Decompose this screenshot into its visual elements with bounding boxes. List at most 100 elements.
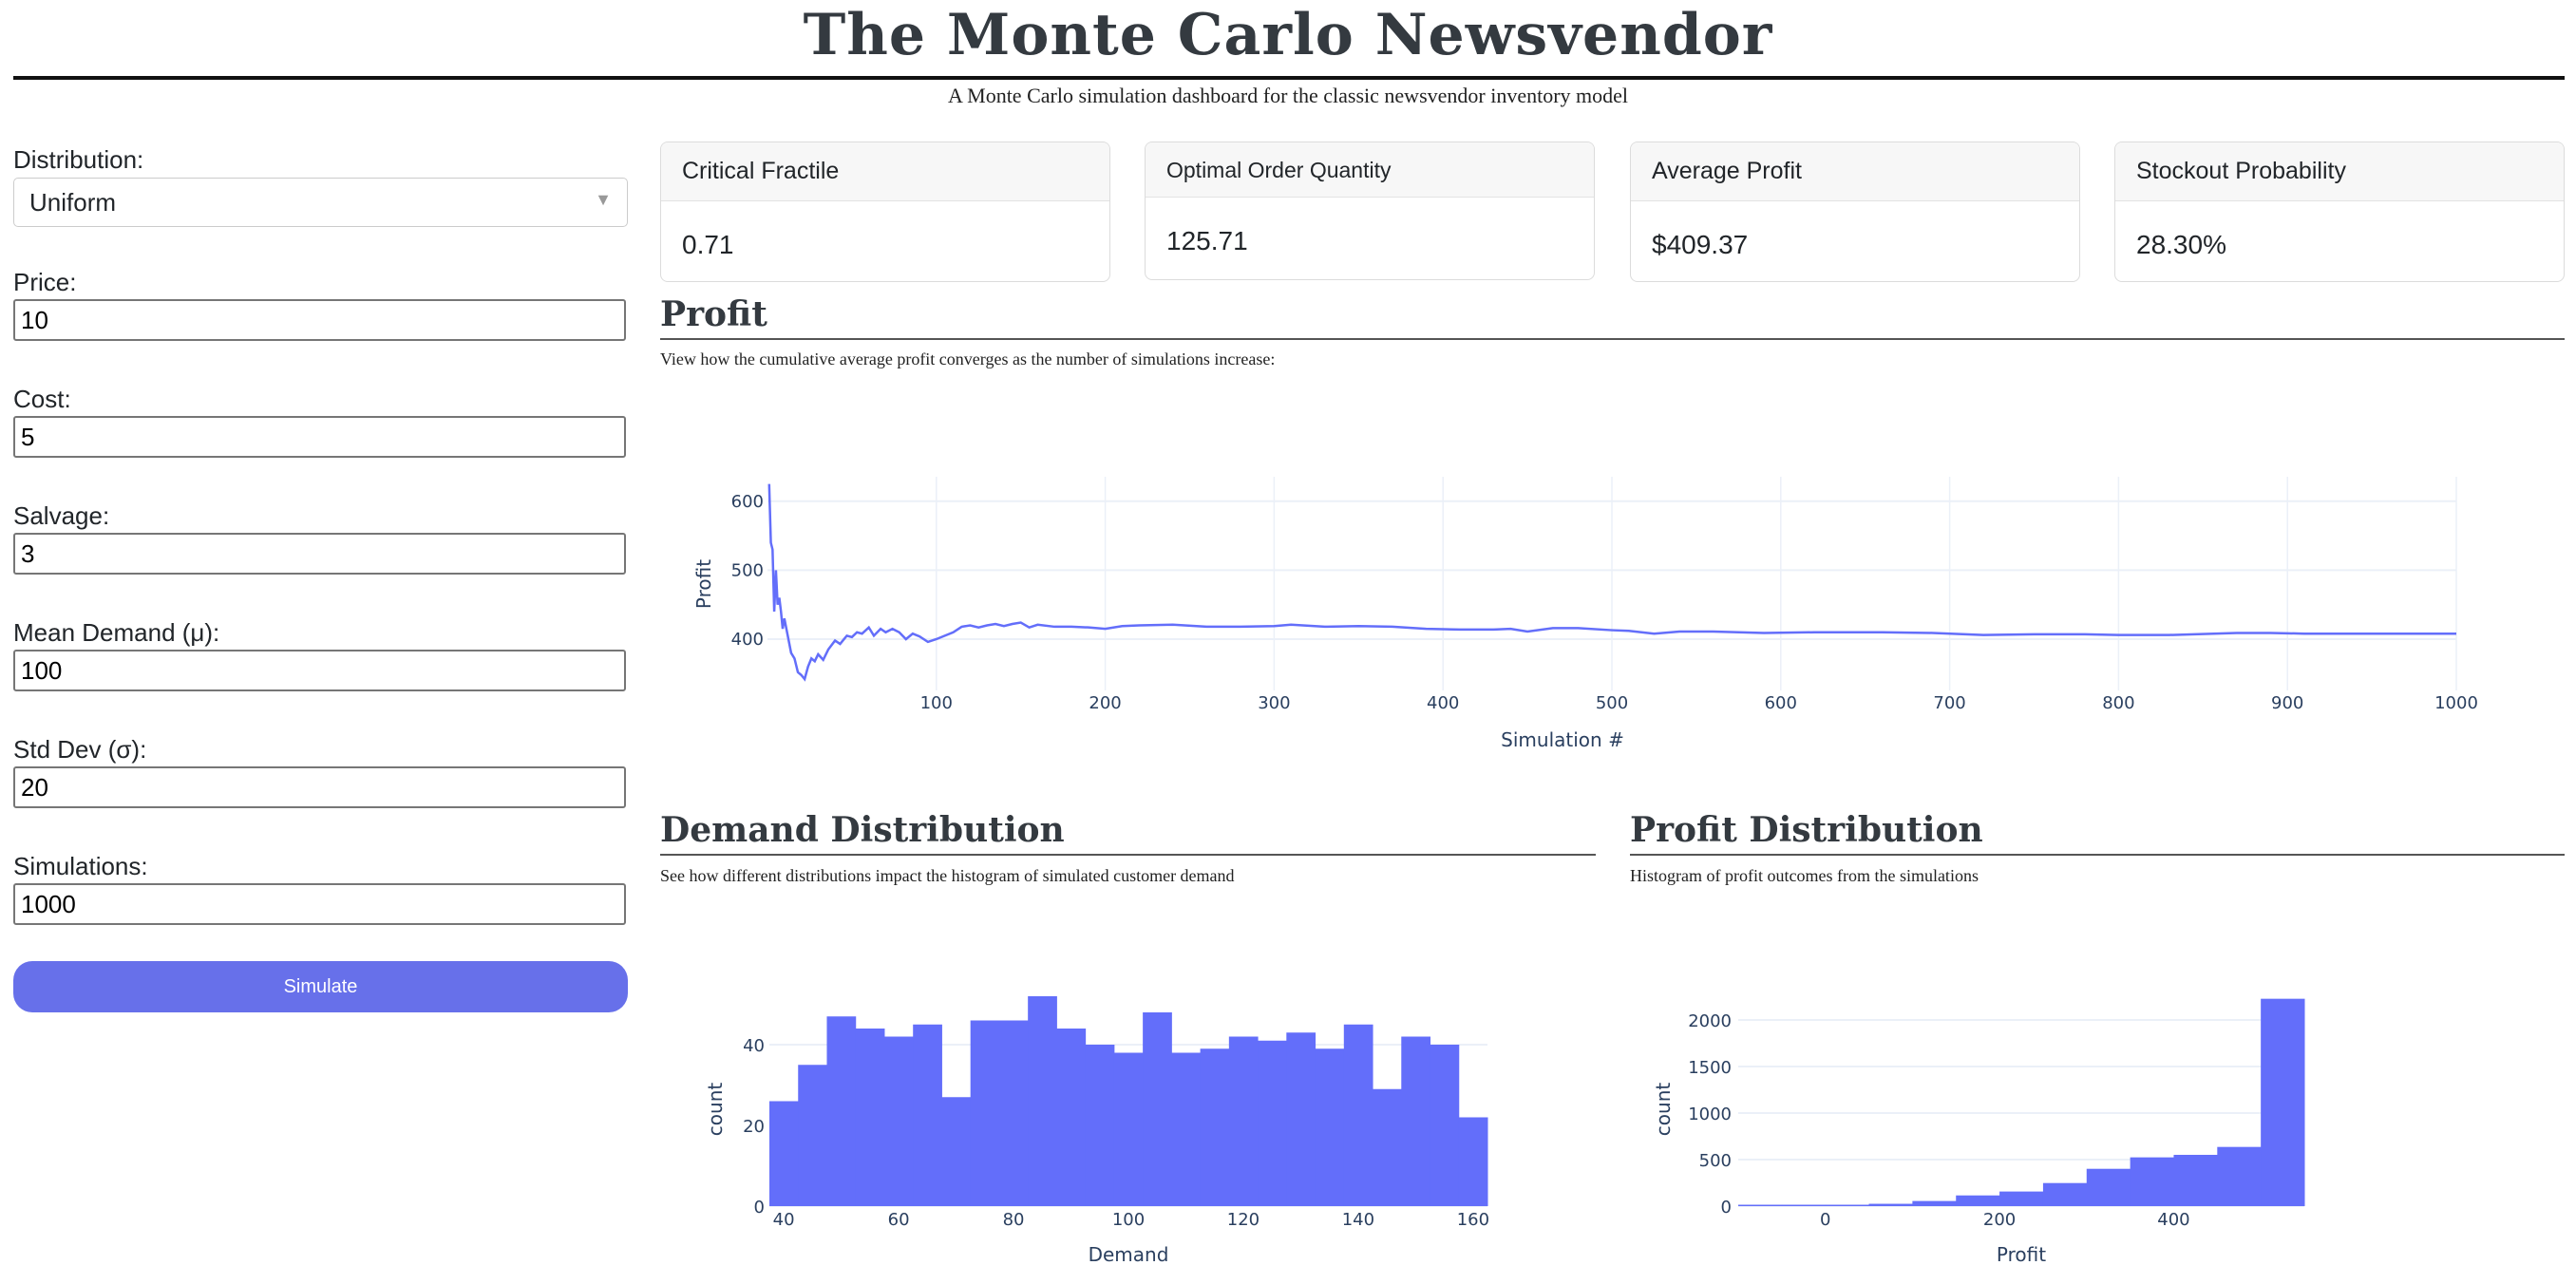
x-tick-label: 80 [1003,1210,1025,1230]
app-subtitle: A Monte Carlo simulation dashboard for t… [947,84,1629,107]
profit-description: View how the cumulative average profit c… [660,349,1276,368]
histogram-bar [1056,1029,1087,1206]
histogram-bar [1028,996,1057,1206]
histogram-bar [941,1097,972,1206]
y-tick-label: 600 [731,492,764,512]
critical-fractile-card: Critical Fractile 0.71 [660,142,1110,282]
distribution-select[interactable]: Uniform ▼ [13,178,628,227]
price-input[interactable] [13,299,626,341]
histogram-bar [1171,1052,1202,1206]
x-tick-label: 700 [1933,693,1965,713]
histogram-bar [970,1020,1000,1206]
card-value: 125.71 [1166,226,1248,255]
x-tick-label: 500 [1596,693,1628,713]
histogram-bar [1401,1036,1431,1206]
y-tick-label: 500 [1699,1151,1732,1171]
std-dev-input[interactable] [13,766,626,808]
y-tick-label: 0 [1721,1198,1732,1218]
histogram-bar [2042,1182,2088,1206]
histogram-bar [1458,1117,1488,1206]
histogram-bar [1343,1024,1373,1206]
histogram-bar [1085,1045,1115,1206]
simulations-input[interactable] [13,883,626,925]
salvage-label: Salvage: [13,501,110,530]
y-tick-label: 1500 [1688,1058,1732,1078]
app-title: The Monte Carlo Newsvendor [803,2,1773,68]
profit-line [767,483,2456,682]
histogram-bar [1258,1040,1287,1206]
histogram-bar [1373,1088,1402,1206]
mean-demand-label: Mean Demand (μ): [13,618,220,647]
y-tick-label: 2000 [1688,1011,1732,1031]
stockout-probability-card: Stockout Probability 28.30% [2114,142,2565,282]
x-tick-label: 40 [773,1210,795,1230]
average-profit-card: Average Profit $409.37 [1630,142,2080,282]
x-tick-label: 300 [1258,693,1290,713]
x-axis-title: Demand [1089,1243,1169,1266]
profit-distribution-divider [1630,854,2565,856]
histogram-bar [2173,1155,2218,1206]
y-tick-label: 0 [754,1198,765,1218]
profit-histogram[interactable]: Profit count 0 500 1000 1500 2000 0 200 400 [1652,998,2305,1266]
histogram-bar [883,1036,914,1206]
price-label: Price: [13,268,77,296]
card-value: $409.37 [1652,230,1749,259]
y-tick-label: 400 [731,630,764,650]
histogram-bar [2217,1146,2262,1206]
x-tick-label: 140 [1342,1210,1374,1230]
histogram-bar [769,1101,799,1206]
x-tick-label: 400 [1427,693,1459,713]
y-tick-label: 40 [743,1036,765,1056]
profit-convergence-chart[interactable]: Simulation # Profit 100 200 300 400 500 600 70… [692,477,2478,751]
cost-label: Cost: [13,385,71,413]
histogram-bar [1286,1032,1316,1206]
demand-description: See how different distributions impact t… [660,866,1235,885]
header-divider [13,76,2565,80]
x-tick-label: 800 [2102,693,2134,713]
x-tick-label: 100 [1112,1210,1145,1230]
histogram-bar [2261,998,2305,1206]
histogram-bar [1868,1203,1913,1206]
y-tick-label: 20 [743,1117,765,1137]
simulations-label: Simulations: [13,852,148,880]
histogram-bar [855,1029,885,1206]
histogram-bar [1143,1012,1172,1206]
histogram-bar [1912,1200,1957,1206]
y-axis-title: count [704,1083,727,1137]
x-tick-label: 0 [1820,1210,1830,1230]
x-tick-label: 600 [1765,693,1797,713]
x-tick-label: 400 [2157,1210,2189,1230]
cost-input[interactable] [13,416,626,458]
histogram-bar [798,1065,827,1206]
distribution-label: Distribution: [13,145,144,174]
profit-distribution-description: Histogram of profit outcomes from the si… [1630,866,1979,885]
x-tick-label: 200 [1089,693,1121,713]
demand-divider [660,854,1596,856]
histogram-bar [2130,1157,2174,1206]
profit-divider [660,338,2565,340]
std-dev-label: Std Dev (σ): [13,735,147,764]
histogram-bar [1738,1204,1783,1206]
card-title: Stockout Probability [2115,142,2564,201]
x-tick-label: 120 [1227,1210,1260,1230]
histogram-bar [1113,1052,1144,1206]
x-axis-title: Simulation # [1501,728,1624,751]
y-axis-title: Profit [692,559,715,609]
mean-demand-input[interactable] [13,650,626,691]
card-title: Average Profit [1631,142,2079,201]
salvage-input[interactable] [13,533,626,575]
distribution-value: Uniform [29,188,117,217]
x-tick-label: 60 [888,1210,910,1230]
y-axis-title: count [1652,1083,1675,1137]
demand-histogram[interactable]: Demand count 0 20 40 40 60 80 100 120 140 160 [704,996,1489,1266]
simulate-button[interactable]: Simulate [13,961,628,1012]
profit-distribution-heading: Profit Distribution [1630,810,1983,850]
histogram-bar [1430,1045,1460,1206]
x-tick-label: 100 [920,693,953,713]
card-title: Optimal Order Quantity [1146,142,1594,198]
x-tick-label: 160 [1457,1210,1489,1230]
y-tick-label: 500 [731,560,764,580]
optimal-order-quantity-card: Optimal Order Quantity 125.71 [1145,142,1595,280]
y-tick-label: 1000 [1688,1105,1732,1124]
